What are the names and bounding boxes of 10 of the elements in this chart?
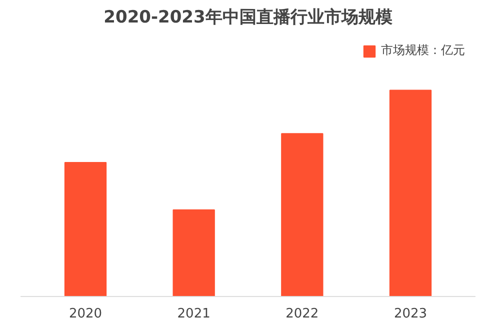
x-tick-label: 2022 [286, 306, 319, 320]
chart-title: 2020-2023年中国直播行业市场规模 [104, 8, 392, 28]
x-tick-label: 2021 [177, 306, 210, 320]
x-tick-label: 2020 [68, 306, 102, 320]
x-tick-label: 2023 [394, 306, 428, 320]
bar [389, 90, 432, 296]
bar [64, 162, 107, 296]
bar [172, 209, 215, 296]
bar [281, 133, 324, 296]
legend-label: 市场规模：亿元 [381, 42, 465, 59]
